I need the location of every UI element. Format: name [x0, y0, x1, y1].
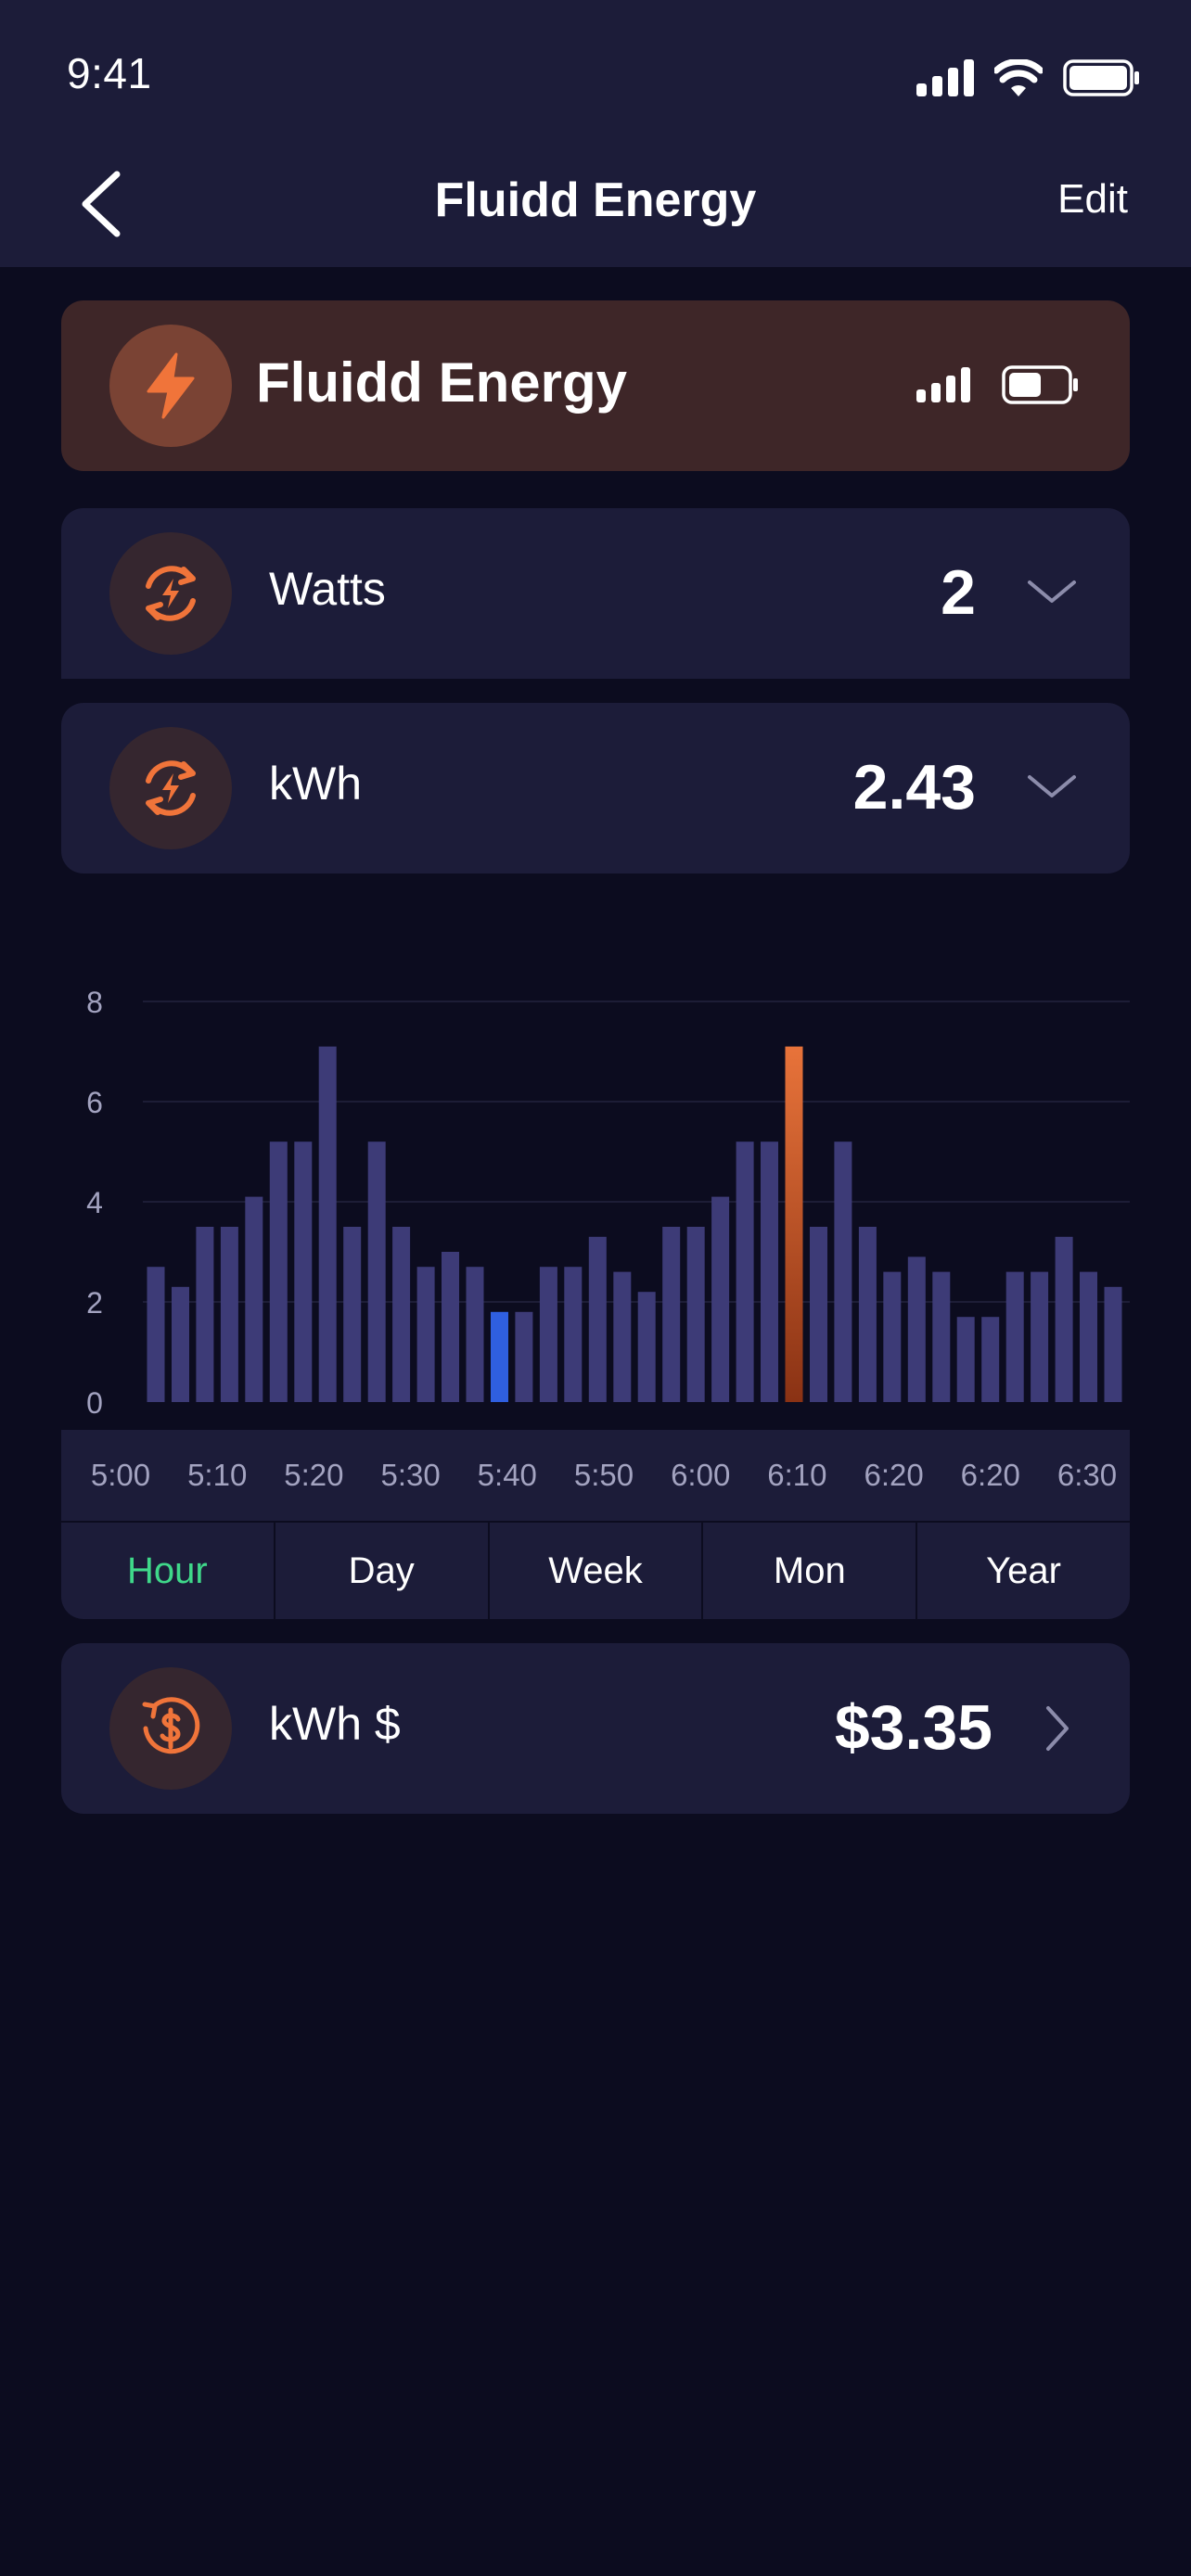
tab-week[interactable]: Week: [490, 1523, 704, 1619]
x-tick-label: 5:50: [573, 1458, 634, 1492]
chart-bar[interactable]: [711, 1196, 730, 1402]
chart-bar[interactable]: [220, 1227, 238, 1402]
x-tick-label: 5:20: [284, 1458, 344, 1492]
cost-label: kWh $: [269, 1698, 401, 1750]
chart-bar[interactable]: [539, 1267, 557, 1402]
kwh-card[interactable]: kWh 2.43: [61, 703, 1130, 874]
chart-bar[interactable]: [1104, 1286, 1122, 1402]
status-time: 9:41: [67, 49, 152, 97]
x-tick-label: 5:40: [477, 1458, 537, 1492]
chart-bar[interactable]: [564, 1267, 583, 1402]
x-tick-label: 6:00: [671, 1458, 731, 1492]
chart-bar[interactable]: [686, 1227, 705, 1402]
chart-bar[interactable]: [588, 1236, 607, 1402]
kwh-icon-circle: [109, 727, 232, 849]
chart-bar[interactable]: [858, 1227, 877, 1402]
top-bar: [0, 0, 1191, 267]
chart-bar[interactable]: [172, 1286, 189, 1402]
signal-icon: [916, 59, 974, 96]
device-icon-circle: [109, 325, 232, 447]
chart-bar[interactable]: [883, 1271, 902, 1402]
chart-bar[interactable]: [736, 1141, 754, 1402]
tab-day[interactable]: Day: [275, 1523, 490, 1619]
y-tick-label: 0: [86, 1386, 103, 1420]
x-tick-label: 5:00: [90, 1458, 151, 1492]
energy-bar-chart: 0 2 4 6 8: [86, 986, 1130, 1420]
page-title: Fluidd Energy: [434, 173, 757, 227]
edit-button[interactable]: Edit: [1057, 176, 1128, 222]
chart-bar[interactable]: [613, 1271, 632, 1402]
chevron-down-icon[interactable]: [1024, 759, 1080, 814]
chart-bar[interactable]: [392, 1227, 411, 1402]
y-tick-label: 4: [86, 1186, 103, 1219]
chart-bar[interactable]: [1055, 1236, 1073, 1402]
chart-bar[interactable]: [932, 1271, 951, 1402]
chevron-right-icon[interactable]: [1028, 1701, 1083, 1756]
tab-hour[interactable]: Hour: [61, 1523, 275, 1619]
chart-bar-selected[interactable]: [491, 1311, 508, 1402]
chart-bar-peak[interactable]: [785, 1046, 803, 1402]
device-card[interactable]: Fluidd Energy: [61, 300, 1130, 471]
energy-cycle-icon: [146, 760, 196, 816]
chart-bar[interactable]: [367, 1141, 386, 1402]
chevron-down-icon[interactable]: [1024, 564, 1080, 619]
wifi-icon: [994, 59, 1043, 96]
chart-bar[interactable]: [269, 1141, 288, 1402]
watts-icon-circle: [109, 532, 232, 655]
kwh-value: 2.43: [852, 752, 976, 823]
tab-mon[interactable]: Mon: [703, 1523, 918, 1619]
device-signal-icon: [916, 367, 970, 402]
chart-bar[interactable]: [147, 1267, 165, 1402]
x-axis-labels: 5:00 5:10 5:20 5:30 5:40 5:50 6:00 6:10 6:20 6:20…: [61, 1430, 1130, 1521]
lightning-icon: [147, 352, 195, 419]
cost-value: $3.35: [834, 1692, 992, 1763]
energy-cycle-icon: [146, 566, 196, 621]
time-range-tabs: Hour Day Week Mon Year: [61, 1521, 1130, 1619]
cost-card[interactable]: kWh $ $3.35: [61, 1643, 1130, 1814]
device-battery-icon: [1002, 365, 1078, 404]
cost-icon-circle: [109, 1667, 232, 1790]
chart-bar[interactable]: [637, 1292, 656, 1402]
chart-bar[interactable]: [1080, 1271, 1097, 1402]
chart-bar[interactable]: [318, 1046, 337, 1402]
watts-value: 2: [941, 557, 976, 628]
x-tick-label: 6:30: [1057, 1458, 1118, 1492]
chart-bar[interactable]: [761, 1141, 778, 1402]
chart-bar[interactable]: [981, 1317, 1000, 1402]
chart-bar[interactable]: [1031, 1271, 1049, 1402]
y-tick-label: 8: [86, 986, 103, 1019]
chart-bar[interactable]: [466, 1267, 484, 1402]
x-tick-label: 6:20: [864, 1458, 924, 1492]
y-tick-label: 2: [86, 1286, 103, 1320]
chart-bar[interactable]: [416, 1267, 435, 1402]
y-tick-label: 6: [86, 1086, 103, 1119]
chart-bar[interactable]: [515, 1311, 533, 1402]
device-name: Fluidd Energy: [256, 351, 628, 414]
status-icons: [916, 56, 1141, 100]
chart-bar[interactable]: [834, 1141, 852, 1402]
watts-label: Watts: [269, 563, 386, 615]
chart-bar[interactable]: [956, 1317, 975, 1402]
chart-bar[interactable]: [442, 1252, 459, 1402]
chart-bar[interactable]: [343, 1227, 362, 1402]
chart-bar[interactable]: [245, 1196, 263, 1402]
chart-bar[interactable]: [196, 1227, 214, 1402]
chart-bar[interactable]: [810, 1227, 827, 1402]
chart-bar[interactable]: [907, 1256, 926, 1402]
chart-bar[interactable]: [662, 1227, 681, 1402]
back-button[interactable]: [72, 167, 128, 241]
x-tick-label: 6:10: [767, 1458, 827, 1492]
x-tick-label: 6:20: [960, 1458, 1020, 1492]
dollar-cycle-icon: [142, 1697, 200, 1754]
x-tick-label: 5:30: [380, 1458, 441, 1492]
tab-year[interactable]: Year: [986, 1549, 1061, 1591]
x-tick-label: 5:10: [187, 1458, 248, 1492]
chart-bar[interactable]: [294, 1141, 313, 1402]
chart-bar[interactable]: [1005, 1271, 1024, 1402]
battery-icon: [1063, 59, 1139, 96]
kwh-label: kWh: [269, 758, 362, 810]
watts-card[interactable]: Watts 2: [61, 508, 1130, 679]
